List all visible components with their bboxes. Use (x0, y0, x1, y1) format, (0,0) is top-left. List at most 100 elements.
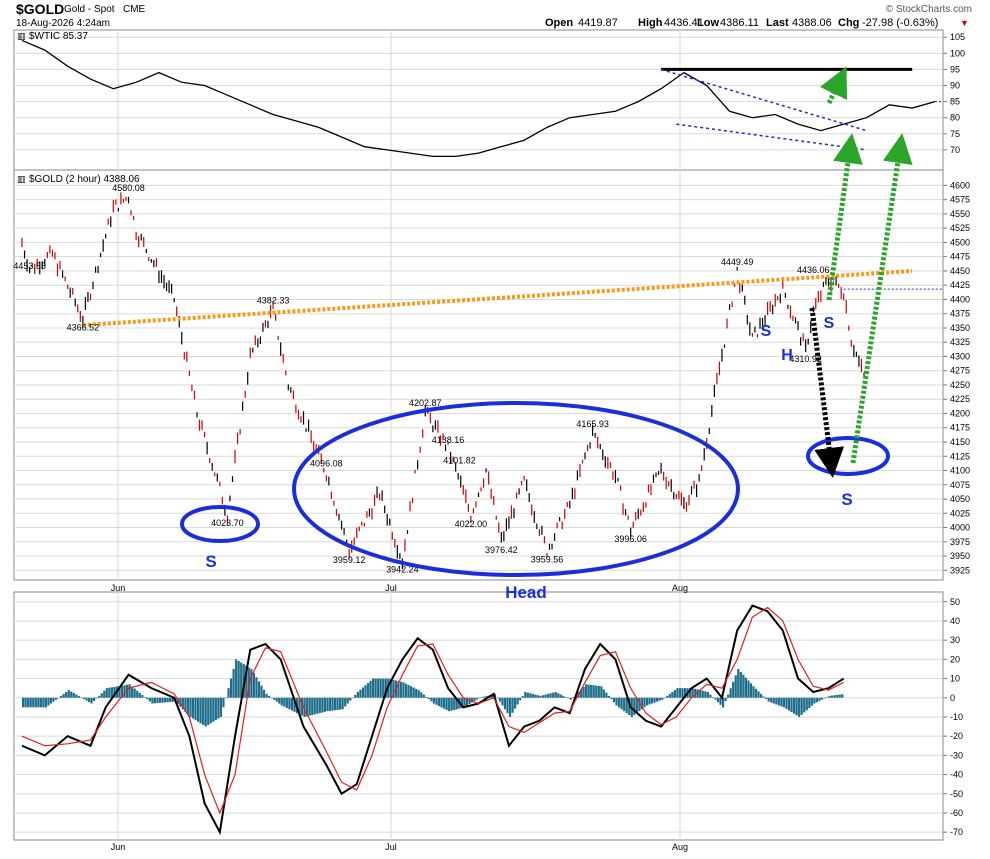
histogram-bar (369, 680, 372, 698)
histogram-bar (714, 697, 717, 700)
histogram-bar (486, 695, 489, 698)
watermark: © StockCharts.com (886, 4, 972, 15)
histogram-bar (382, 678, 385, 698)
histogram-bar (823, 697, 826, 699)
histogram-bar (93, 697, 96, 701)
histogram-bar (554, 692, 557, 698)
histogram-bar (181, 697, 184, 710)
histogram-bar (402, 682, 405, 698)
histogram-bar (44, 697, 48, 708)
y-tick-label: 0 (950, 693, 955, 703)
histogram-bar (420, 692, 423, 698)
low-label: Low (697, 17, 719, 29)
histogram-bar (240, 662, 243, 698)
y-tick-label: 75 (950, 129, 960, 139)
y-tick-label: 4200 (950, 408, 970, 418)
y-tick-label: 4275 (950, 366, 970, 376)
y-tick-label: -20 (950, 731, 963, 741)
histogram-bar (333, 697, 337, 711)
histogram-bar (70, 691, 73, 698)
month-label: Jun (111, 583, 126, 593)
y-tick-label: 50 (950, 597, 960, 607)
histogram-bar (235, 659, 238, 698)
histogram-bar (699, 690, 702, 698)
histogram-bar (536, 695, 540, 698)
histogram-bar (442, 697, 446, 709)
histogram-bar (610, 697, 613, 700)
histogram-bar (351, 697, 354, 699)
histogram-bar (569, 697, 572, 700)
histogram-bar (765, 697, 768, 700)
histogram-bar (739, 671, 742, 698)
histogram-bar (120, 685, 124, 698)
chg-down-icon: ▼ (960, 18, 969, 28)
y-tick-label: 4125 (950, 451, 970, 461)
price-label: 4453.55 (13, 261, 46, 271)
histogram-bar (27, 697, 30, 708)
histogram-bar (54, 697, 58, 700)
histogram-bar (656, 697, 659, 702)
histogram-bar (328, 697, 332, 711)
histogram-bar (526, 692, 529, 698)
histogram-bar (582, 686, 585, 698)
histogram-bar (815, 697, 819, 703)
histogram-bar (648, 697, 651, 705)
histogram-bar (341, 697, 344, 710)
histogram-bar (653, 697, 656, 703)
month-label: Jul (385, 842, 397, 852)
histogram-bar (379, 678, 382, 698)
y-tick-label: 4350 (950, 323, 970, 333)
price-label: 4366.52 (67, 323, 100, 333)
price-label: 4165.93 (576, 419, 609, 429)
y-tick-label: 105 (950, 32, 965, 42)
histogram-bar (344, 697, 347, 707)
histogram-bar (422, 694, 425, 698)
histogram-bar (643, 697, 646, 708)
y-tick-label: -60 (950, 808, 963, 818)
exchange-label: CME (123, 4, 146, 15)
histogram-bar (562, 695, 565, 698)
histogram-bar (354, 694, 357, 698)
histogram-bar (87, 697, 91, 703)
histogram-bar (521, 696, 524, 698)
histogram-bar (496, 697, 499, 699)
histogram-bar (336, 697, 339, 710)
histogram-bar (635, 697, 638, 714)
histogram-bar (709, 694, 712, 698)
wti-panel (13, 29, 944, 171)
histogram-bar (595, 685, 598, 698)
histogram-bar (133, 688, 136, 698)
histogram-bar (374, 678, 377, 698)
histogram-bar (371, 678, 375, 698)
symbol-title: $GOLD (16, 1, 64, 17)
histogram-bar (820, 697, 824, 700)
histogram-bar (612, 697, 616, 703)
histogram-bar (268, 695, 271, 698)
histogram-bar (465, 697, 469, 706)
histogram-bar (123, 685, 126, 698)
month-label: Jun (111, 842, 126, 852)
histogram-bar (430, 697, 433, 702)
histogram-bar (546, 693, 550, 698)
histogram-bar (392, 679, 395, 698)
histogram-bar (189, 697, 192, 717)
histogram-bar (475, 697, 479, 700)
y-tick-label: 4100 (950, 466, 970, 476)
histogram-bar (207, 697, 210, 725)
histogram-bar (364, 685, 367, 698)
histogram-bar (273, 697, 276, 700)
histogram-bar (833, 695, 836, 698)
histogram-bar (47, 697, 50, 706)
grid-lines (14, 30, 947, 840)
histogram-bar (316, 697, 319, 714)
histogram-bar (661, 697, 664, 700)
histogram-bar (800, 697, 803, 715)
histogram-bar (747, 680, 750, 698)
histogram-bar (737, 668, 740, 698)
wti-up-arrow (819, 66, 848, 105)
gold-down-arrow (809, 307, 845, 478)
price-label: 4202.87 (409, 398, 442, 408)
histogram-bar (209, 697, 212, 724)
histogram-bar (734, 675, 737, 698)
